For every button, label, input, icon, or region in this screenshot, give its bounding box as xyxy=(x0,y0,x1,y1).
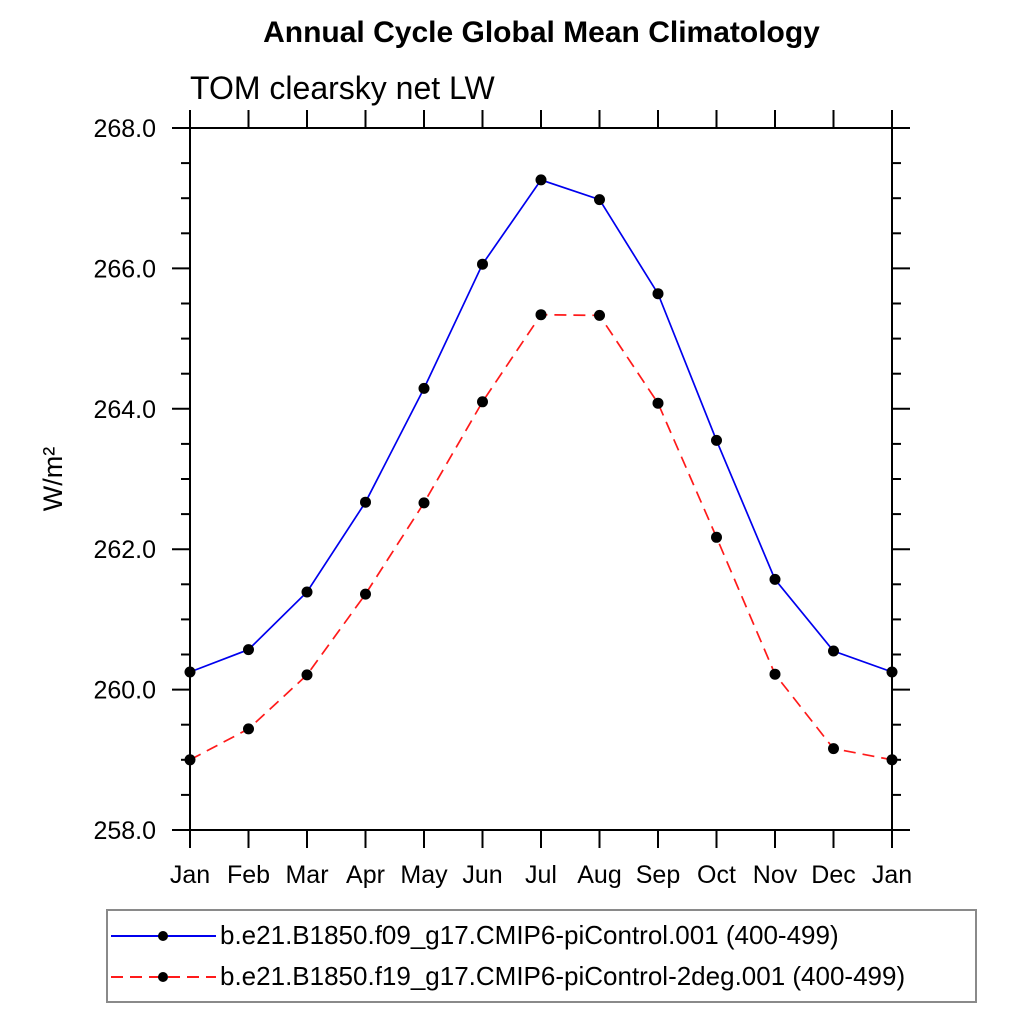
data-point-marker xyxy=(652,397,664,409)
data-point-marker xyxy=(418,497,430,509)
legend-sample-marker xyxy=(158,971,168,982)
y-tick-label: 268.0 xyxy=(93,115,156,143)
y-tick-label: 266.0 xyxy=(93,255,156,283)
x-tick-label: Dec xyxy=(811,861,855,889)
data-point-marker xyxy=(828,743,839,755)
data-point-marker xyxy=(535,174,547,186)
data-point-marker xyxy=(711,531,722,543)
y-tick-label: 262.0 xyxy=(93,536,156,564)
x-tick-label: Jul xyxy=(525,861,557,889)
data-point-marker xyxy=(360,588,371,600)
data-point-marker xyxy=(886,754,898,766)
legend-sample-marker xyxy=(158,930,168,941)
x-tick-label: Sep xyxy=(636,861,680,889)
plot-frame xyxy=(189,127,893,831)
data-point-marker xyxy=(769,668,781,680)
x-tick-label: Oct xyxy=(697,861,736,889)
data-point-marker xyxy=(477,396,488,408)
x-tick-label: Feb xyxy=(227,861,270,889)
x-tick-label: Jan xyxy=(170,861,210,889)
legend: b.e21.B1850.f09_g17.CMIP6-piControl.001 … xyxy=(106,909,977,1003)
legend-row: b.e21.B1850.f09_g17.CMIP6-piControl.001 … xyxy=(111,915,975,956)
y-tick-label: 258.0 xyxy=(93,817,156,845)
data-point-marker xyxy=(594,309,605,321)
y-tick-label: 264.0 xyxy=(93,396,156,424)
y-tick-label: 260.0 xyxy=(93,677,156,705)
data-point-marker xyxy=(301,586,313,598)
plot-area: Jan Feb Mar Apr May Jun Jul Aug Sep Oct Nov Dec Jan 2… xyxy=(38,110,912,889)
x-tick-label: Aug xyxy=(577,861,621,889)
data-point-marker xyxy=(886,666,898,678)
x-tick-label: Jun xyxy=(462,861,502,889)
data-point-marker xyxy=(184,754,196,766)
legend-line-sample xyxy=(111,930,216,941)
x-tick-label: Apr xyxy=(346,861,385,889)
y-axis-title: W/m² xyxy=(38,447,68,511)
data-point-marker xyxy=(418,382,430,394)
data-point-marker xyxy=(360,496,371,508)
data-point-marker xyxy=(477,258,488,270)
data-point-marker xyxy=(301,669,313,681)
x-tick-label: Jan xyxy=(872,861,912,889)
data-point-marker xyxy=(652,288,664,300)
chart-title: Annual Cycle Global Mean Climatology xyxy=(263,16,820,49)
data-point-marker xyxy=(243,644,254,656)
x-tick-label: Nov xyxy=(753,861,798,889)
chart-subtitle: TOM clearsky net LW xyxy=(190,70,495,106)
legend-row: b.e21.B1850.f19_g17.CMIP6-piControl-2deg… xyxy=(111,956,975,997)
data-point-marker xyxy=(711,434,722,446)
series-line-0 xyxy=(189,178,893,673)
legend-line-sample xyxy=(111,971,216,982)
data-point-marker xyxy=(594,194,605,206)
x-tick-label: May xyxy=(400,861,448,889)
series-line-1 xyxy=(189,313,893,761)
data-point-marker xyxy=(535,309,547,321)
x-tick-label: Mar xyxy=(285,861,328,889)
data-point-marker xyxy=(243,723,254,735)
legend-label: b.e21.B1850.f09_g17.CMIP6-piControl.001 … xyxy=(220,920,839,950)
data-point-marker xyxy=(769,573,781,585)
legend-label: b.e21.B1850.f19_g17.CMIP6-piControl-2deg… xyxy=(220,961,906,991)
data-point-marker xyxy=(184,666,196,678)
data-point-marker xyxy=(828,645,839,657)
